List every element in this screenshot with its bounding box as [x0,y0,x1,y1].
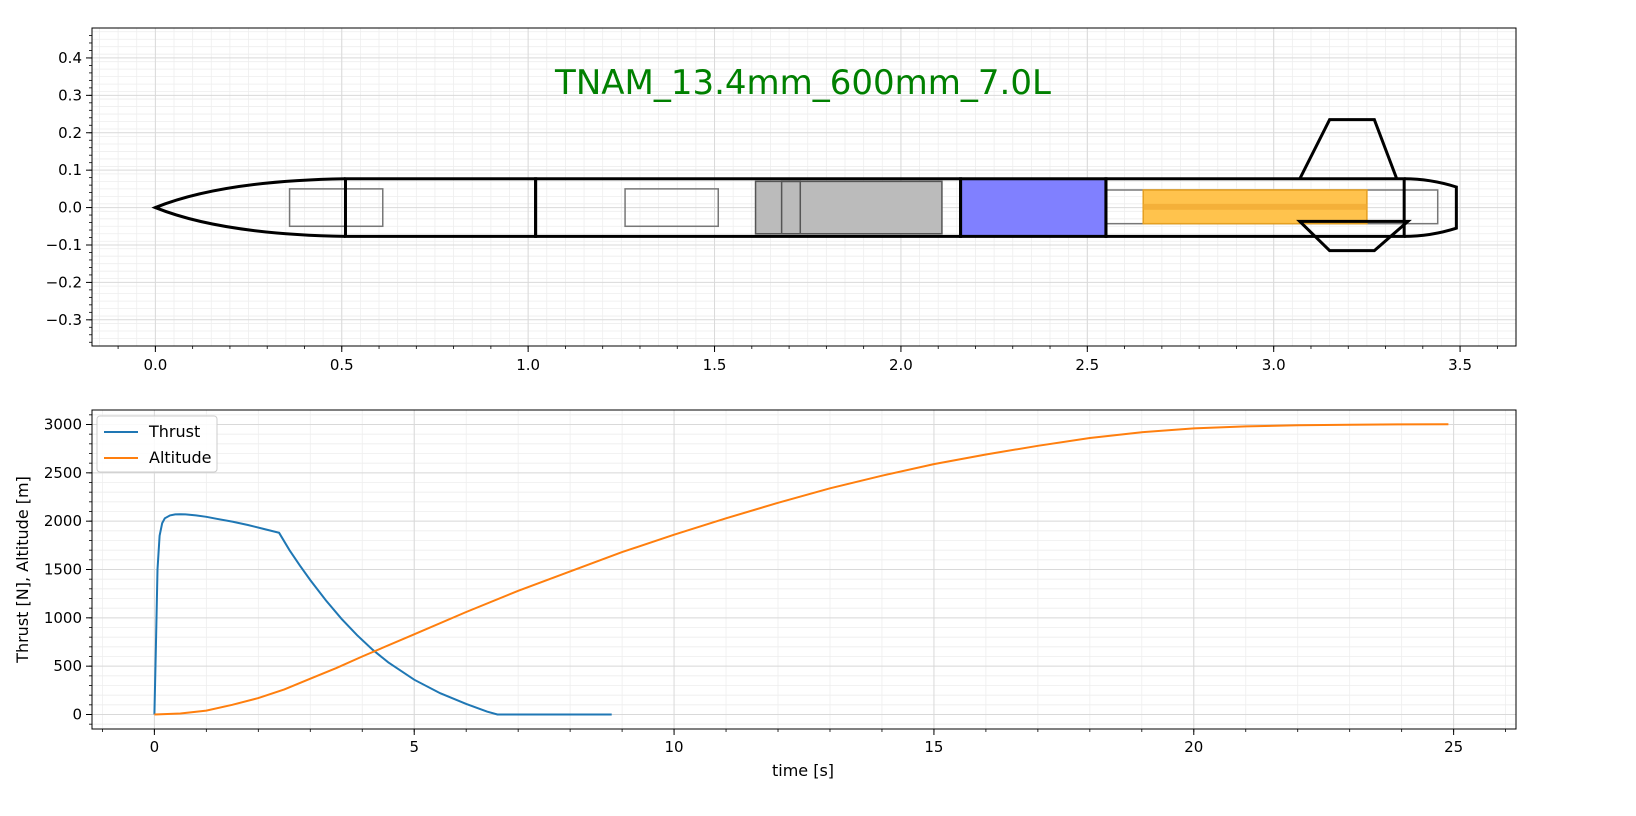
x-tick-label: 2.0 [889,356,913,374]
x-tick-label: 2.5 [1075,356,1099,374]
payload-box [288,188,384,228]
y-tick-label: 2000 [44,512,82,530]
x-tick-label: 0 [150,738,160,756]
altitude-line [154,423,1449,716]
y-tick-label: 0.4 [58,49,82,67]
thrust-altitude-grid [92,410,1516,729]
x-tick-label: 10 [665,738,684,756]
x-tick-label: 20 [1184,738,1203,756]
y-tick-label: 0 [72,706,82,724]
x-tick-label: 3.5 [1448,356,1472,374]
x-tick-label: 25 [1444,738,1463,756]
y-tick-label: 0.0 [58,199,82,217]
avionics-box [624,188,720,228]
thrust-altitude-axes: 0 5 10 15 20 25 0 500 1000 1500 2000 2500 3000 time … [13,409,1517,780]
y-tick-label: 0.1 [58,161,82,179]
body-section [1104,177,1406,238]
legend-items: Thrust Altitude [104,422,212,467]
y-tick-label: 0.3 [58,86,82,104]
rocket-outline [151,118,1458,253]
x-tick-label: 1.0 [516,356,540,374]
legend-label: Thrust [148,422,200,441]
y-tick-label: −0.3 [46,311,82,329]
x-tick-label: 0.5 [330,356,354,374]
y-tick-label: 1500 [44,561,82,579]
x-tick-label: 3.0 [1262,356,1286,374]
y-axis-label: Thrust [N], Altitude [m] [13,476,32,664]
tail-cone [1404,177,1458,238]
x-tick-label: 15 [924,738,943,756]
x-axis-label: time [s] [772,761,834,780]
y-tick-label: 0.2 [58,124,82,142]
x-tick-label: 5 [409,738,419,756]
thrust-line [153,513,612,716]
grain-core [1143,203,1367,210]
fin-upper [1298,118,1399,180]
rocket-ticks: 0.0 0.5 1.0 1.5 2.0 2.5 3.0 3.5 −0.3 −0.2 −0.1 0.0 0… [46,35,1498,374]
fin-lower [1296,219,1412,253]
recovery-gray [754,180,943,235]
y-tick-label: −0.2 [46,273,82,291]
rocket-axes-frame [91,27,1517,347]
y-tick-label: 3000 [44,416,82,434]
x-tick-label: 0.0 [143,356,167,374]
thrust-altitude-lines [153,423,1449,716]
y-tick-label: 2500 [44,464,82,482]
rocket-diagram-axes: 0.0 0.5 1.0 1.5 2.0 2.5 3.0 3.5 −0.3 −0.2 −0.1 0.0 0… [46,27,1517,374]
recovery-inner [780,180,802,235]
y-tick-label: −0.1 [46,236,82,254]
tank-blue [959,178,1107,238]
rocket-title: TNAM_13.4mm_600mm_7.0L [554,63,1051,103]
x-tick-label: 1.5 [703,356,727,374]
nose-cone [151,177,346,238]
y-tick-label: 1000 [44,609,82,627]
legend: Thrust Altitude [96,415,218,473]
y-tick-label: 500 [53,657,82,675]
thrust-altitude-ticks: 0 5 10 15 20 25 0 500 1000 1500 2000 2500 3000 [44,414,1507,756]
legend-label: Altitude [149,448,212,467]
